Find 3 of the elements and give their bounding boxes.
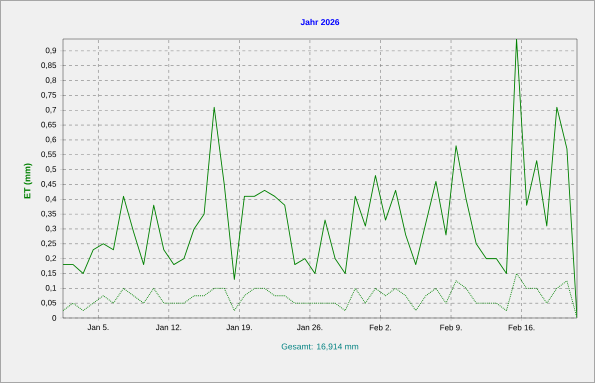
y-axis-title: ET (mm) xyxy=(24,164,32,198)
text: Gesamt: 16,914 mm xyxy=(282,344,358,350)
chart-title: Jahr 2026 xyxy=(300,18,340,26)
